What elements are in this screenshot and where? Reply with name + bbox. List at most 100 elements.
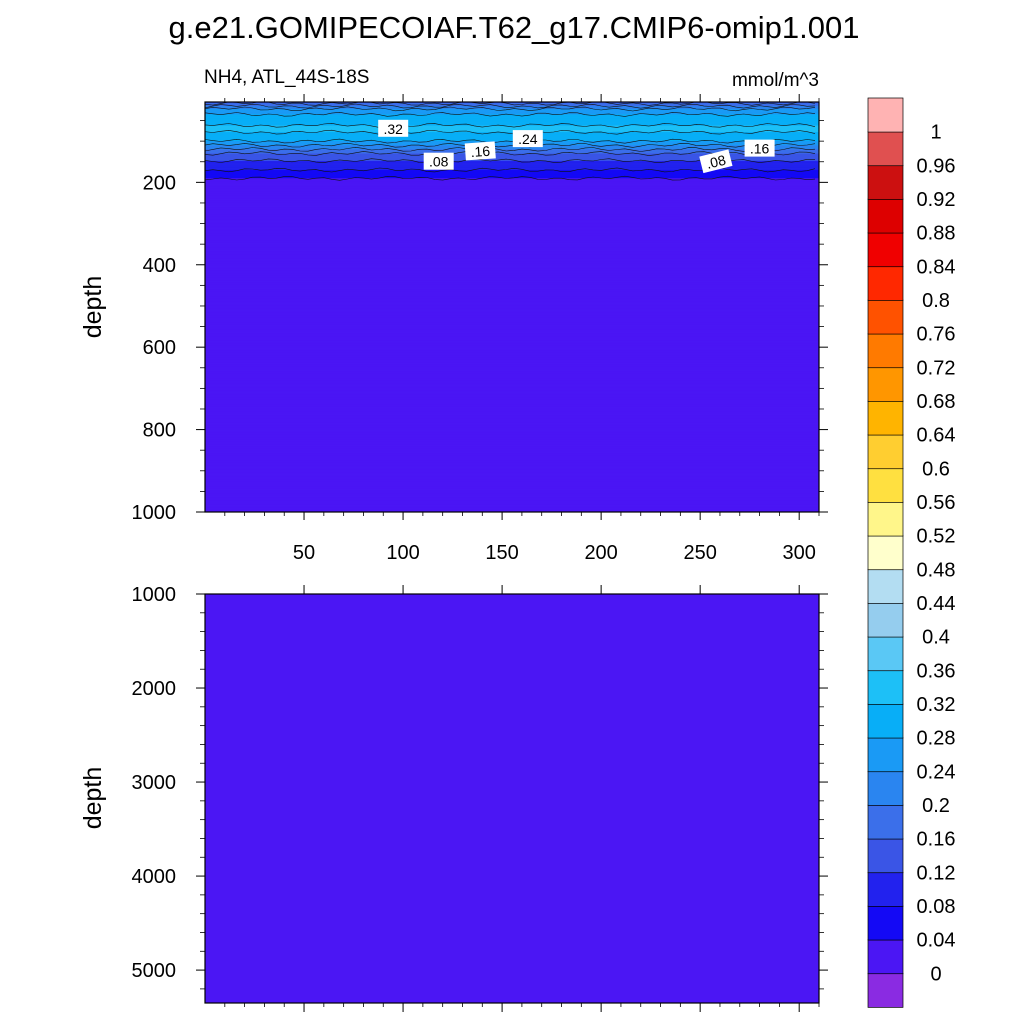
contour-line bbox=[205, 138, 816, 144]
colorbar-swatch bbox=[867, 164, 904, 200]
colorbar-swatch bbox=[867, 535, 904, 571]
colorbar-swatch bbox=[867, 602, 904, 638]
y-tick-label: 200 bbox=[143, 172, 176, 194]
colorbar-label: 0.36 bbox=[917, 660, 956, 682]
colorbar-swatch bbox=[867, 770, 904, 806]
contour-line bbox=[205, 111, 816, 117]
upper-contour-labels: .32 .24 .16 .08 .08 .16 bbox=[378, 119, 775, 174]
colorbar-swatch bbox=[867, 939, 904, 975]
lower-y-axis-label: depth bbox=[79, 767, 107, 830]
colorbar-label: 0.64 bbox=[917, 425, 956, 447]
contour-line bbox=[205, 146, 816, 152]
colorbar-swatch bbox=[867, 97, 904, 133]
contour-label-text: .08 bbox=[429, 154, 449, 170]
y-tick-label: 1000 bbox=[132, 584, 177, 606]
lower-field-fill bbox=[205, 594, 819, 1003]
colorbar-label: 0.96 bbox=[917, 155, 956, 177]
x-tick-label: 50 bbox=[293, 542, 315, 564]
contour-label-text: .08 bbox=[705, 152, 728, 172]
contour-line bbox=[205, 106, 816, 112]
y-tick-label: 400 bbox=[143, 255, 176, 277]
colorbar-swatch bbox=[867, 972, 904, 1008]
contour-label: .32 bbox=[378, 119, 409, 137]
colorbar-label: 0.92 bbox=[917, 189, 956, 211]
colorbar-label: 0.68 bbox=[917, 391, 956, 413]
y-tick-label: 600 bbox=[143, 337, 176, 359]
upper-depth-section-plot: .32 .24 .16 .08 .08 .16 50 100 150 200 250 300 200 4… bbox=[79, 94, 828, 564]
colorbar-label: 0.84 bbox=[917, 256, 956, 278]
colorbar-swatch bbox=[867, 636, 904, 672]
contour-line bbox=[205, 122, 816, 128]
lower-plot-frame bbox=[204, 593, 820, 1004]
x-tick-label: 300 bbox=[783, 542, 816, 564]
contour-line bbox=[205, 103, 816, 109]
contour-line bbox=[205, 142, 816, 148]
colorbar-label: 0.72 bbox=[917, 357, 956, 379]
contour-label-box bbox=[699, 149, 733, 174]
colorbar-label: 0.56 bbox=[917, 492, 956, 514]
colorbar-label: 0.16 bbox=[917, 829, 956, 851]
colorbar-label: 0.2 bbox=[922, 795, 950, 817]
colorbar: 0 0.04 0.08 0.12 0.16 0.2 0.24 0.28 0.32 0.36 0.4 0… bbox=[867, 97, 956, 1008]
y-tick-label: 1000 bbox=[132, 502, 177, 524]
panel-subtitle-left: NH4, ATL_44S-18S bbox=[204, 67, 369, 88]
colorbar-swatch bbox=[867, 232, 904, 268]
x-tick-label: 200 bbox=[584, 542, 617, 564]
contour-label-text: .16 bbox=[470, 143, 491, 160]
colorbar-label: 1 bbox=[930, 122, 941, 144]
upper-y-axis-label: depth bbox=[79, 276, 107, 339]
contour-label-text: .32 bbox=[383, 121, 403, 137]
colorbar-swatch bbox=[867, 434, 904, 470]
colorbar-label: 0.32 bbox=[917, 694, 956, 716]
x-tick-label: 150 bbox=[485, 542, 518, 564]
colorbar-swatch bbox=[867, 333, 904, 369]
upper-contour-lines bbox=[205, 102, 816, 181]
contour-label: .16 bbox=[744, 139, 775, 157]
colorbar-label: 0.28 bbox=[917, 728, 956, 750]
y-tick-label: 3000 bbox=[132, 772, 177, 794]
colorbar-label: 0.12 bbox=[917, 862, 956, 884]
colorbar-swatch bbox=[867, 131, 904, 167]
figure-title: g.e21.GOMIPECOIAF.T62_g17.CMIP6-omip1.00… bbox=[169, 10, 860, 45]
colorbar-swatch bbox=[867, 568, 904, 604]
colorbar-label: 0.48 bbox=[917, 559, 956, 581]
colorbar-label: 0.4 bbox=[922, 627, 950, 649]
colorbar-label: 0.6 bbox=[922, 458, 950, 480]
contour-label-box bbox=[464, 141, 496, 161]
colorbar-label: 0.52 bbox=[917, 526, 956, 548]
x-tick-label: 100 bbox=[386, 542, 419, 564]
contour-label-box bbox=[378, 119, 409, 137]
contour-label: .08 bbox=[699, 149, 733, 174]
colorbar-swatch bbox=[867, 501, 904, 537]
y-tick-label: 2000 bbox=[132, 678, 177, 700]
lower-depth-section-plot: 1000 2000 3000 4000 5000 depth bbox=[79, 584, 828, 1012]
contour-label: .16 bbox=[464, 141, 496, 161]
lower-axis-ticks: 1000 2000 3000 4000 5000 bbox=[132, 584, 828, 1012]
colorbar-swatch bbox=[867, 804, 904, 840]
colorbar-label: 0.04 bbox=[917, 930, 956, 952]
contour-label-box bbox=[512, 130, 543, 148]
contour-line bbox=[205, 175, 816, 181]
colorbar-label: 0.76 bbox=[917, 324, 956, 346]
colorbar-swatch bbox=[867, 198, 904, 234]
colorbar-swatch bbox=[867, 400, 904, 436]
colorbar-label: 0.8 bbox=[922, 290, 950, 312]
contour-label: .08 bbox=[423, 152, 454, 170]
colorbar-swatch bbox=[867, 265, 904, 301]
y-tick-label: 5000 bbox=[132, 960, 177, 982]
colorbar-label: 0.08 bbox=[917, 896, 956, 918]
colorbar-swatch bbox=[867, 669, 904, 705]
colorbar-swatch bbox=[867, 737, 904, 773]
y-tick-label: 4000 bbox=[132, 866, 177, 888]
colorbar-swatch bbox=[867, 905, 904, 941]
colorbar-swatch bbox=[867, 703, 904, 739]
contour-label-box bbox=[423, 152, 454, 170]
colorbar-label: 0 bbox=[930, 963, 941, 985]
contour-label-box bbox=[744, 139, 775, 157]
colorbar-label: 0.44 bbox=[917, 593, 956, 615]
colorbar-swatch bbox=[867, 871, 904, 907]
colorbar-label: 0.88 bbox=[917, 223, 956, 245]
colorbar-swatch bbox=[867, 299, 904, 335]
contour-label: .24 bbox=[512, 130, 543, 148]
